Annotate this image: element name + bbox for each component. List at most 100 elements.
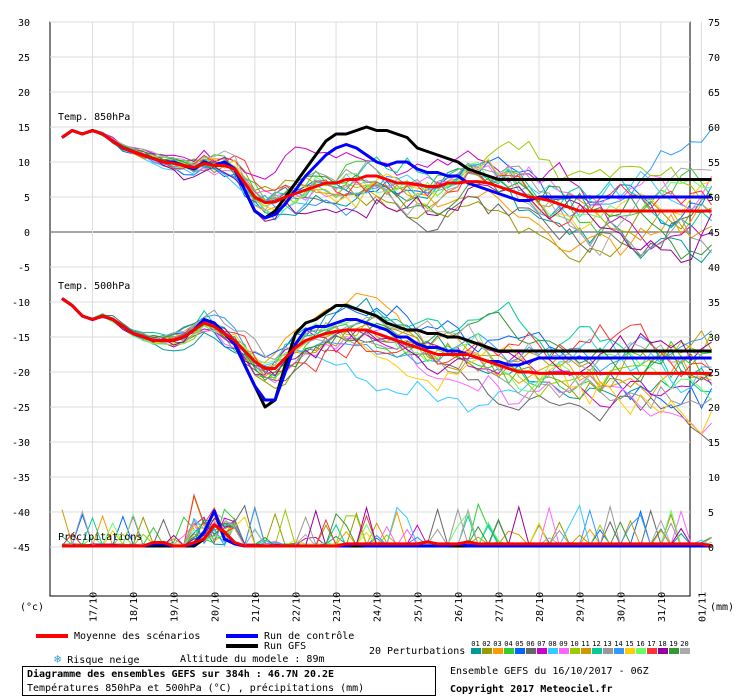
perturbation-line [61, 297, 713, 400]
perturbation-color [470, 648, 481, 654]
right-unit: (mm) [710, 602, 734, 613]
y-tick-right: 40 [708, 263, 720, 274]
perturbation-color [646, 648, 657, 654]
legend-mean-swatch [36, 634, 68, 638]
perturbation-color [492, 648, 503, 654]
y-tick-left: -20 [12, 368, 30, 379]
perturbation-number: 07 [537, 640, 546, 648]
legend-control-swatch [226, 634, 258, 638]
chart-grid [49, 21, 702, 597]
x-tick-label: 31/10 [657, 592, 668, 622]
perturbation-color [547, 648, 558, 654]
panel-label-precip: Précipitations [58, 531, 142, 543]
perturbation-swatch: 18 [657, 640, 668, 656]
legend-control: Run de contrôle [226, 631, 354, 642]
perturbation-swatch: 08 [547, 640, 558, 656]
perturbation-line [61, 129, 713, 212]
perturbation-swatch: 07 [536, 640, 547, 656]
y-tick-left: 20 [18, 88, 30, 99]
perturbation-swatch: 11 [580, 640, 591, 656]
perturbation-precip [61, 508, 712, 547]
panel-label-t850: Temp. 850hPa [58, 112, 130, 123]
info-box: Diagramme des ensembles GEFS sur 384h : … [22, 666, 436, 696]
perturbation-color [481, 648, 492, 654]
series-line-t850 [61, 129, 712, 213]
perturbation-color [613, 648, 624, 654]
perturbation-line [61, 129, 713, 264]
y-tick-left: -5 [18, 263, 30, 274]
plot-frame [49, 21, 691, 597]
perturbation-color [514, 648, 525, 654]
y-tick-right: 20 [708, 403, 720, 414]
perturbation-color [657, 648, 668, 654]
x-tick-label: 23/10 [332, 592, 343, 622]
perturbation-number: 10 [570, 640, 579, 648]
perturbation-precip [61, 509, 712, 547]
y-tick-left: 30 [18, 18, 30, 29]
perturbation-swatch: 02 [481, 640, 492, 656]
perturbation-swatches: 01 02 03 04 05 06 07 08 09 10 11 12 13 14 15 16 17 18 19 20 [470, 640, 690, 656]
perturbation-swatch: 20 [679, 640, 690, 656]
perturbation-number: 19 [669, 640, 678, 648]
perturbation-color [679, 648, 690, 654]
perturbation-number: 20 [680, 640, 689, 648]
perturbation-swatch: 10 [569, 640, 580, 656]
perturbation-number: 01 [471, 640, 480, 648]
y-tick-left: 0 [24, 228, 30, 239]
perturbation-number: 04 [504, 640, 513, 648]
perturbation-color [558, 648, 569, 654]
x-tick-label: 19/10 [170, 592, 181, 622]
perturbation-line [61, 298, 712, 409]
perturbation-swatch: 12 [591, 640, 602, 656]
perturbation-line [61, 298, 713, 435]
x-tick-label: 17/10 [88, 592, 99, 622]
x-tick-label: 26/10 [454, 592, 465, 622]
y-tick-left: 5 [24, 193, 30, 204]
main-series-lines [61, 125, 712, 548]
perturbation-precip [62, 508, 712, 547]
perturbation-swatch: 09 [558, 640, 569, 656]
perturbation-line [61, 298, 712, 378]
y-tick-right: 60 [708, 123, 720, 134]
y-tick-left: 10 [18, 158, 30, 169]
perturbation-swatch: 06 [525, 640, 536, 656]
y-tick-left: -25 [12, 403, 30, 414]
perturbation-number: 03 [493, 640, 502, 648]
y-tick-left: 25 [18, 53, 30, 64]
x-tick-label: 28/10 [535, 592, 546, 622]
perturbation-swatch: 13 [602, 640, 613, 656]
perturbation-swatch: 04 [503, 640, 514, 656]
perturbation-swatch: 03 [492, 640, 503, 656]
perturbation-swatch: 15 [624, 640, 635, 656]
x-tick-label: 21/10 [251, 592, 262, 622]
perturbation-color [569, 648, 580, 654]
series-line-t850 [61, 125, 712, 220]
perturbation-number: 14 [614, 640, 623, 648]
x-tick-label: 24/10 [373, 592, 384, 622]
perturbation-number: 16 [636, 640, 645, 648]
y-tick-left: -10 [12, 298, 30, 309]
perturbation-color [624, 648, 635, 654]
y-tick-right: 65 [708, 88, 720, 99]
axis-labels: 302520151050-5-10-15-20-25-30-35-40-4575… [12, 18, 734, 622]
y-tick-left: -40 [12, 508, 30, 519]
x-tick-label: 25/10 [413, 592, 424, 622]
perturbation-number: 13 [603, 640, 612, 648]
legend-control-label: Run de contrôle [264, 631, 355, 642]
perturbation-color [668, 648, 679, 654]
y-tick-right: 10 [708, 473, 720, 484]
x-tick-label: 22/10 [291, 592, 302, 622]
perturbation-color [591, 648, 602, 654]
y-tick-right: 25 [708, 368, 720, 379]
y-tick-right: 0 [708, 543, 714, 554]
snowflake-icon: ❄ [54, 652, 62, 666]
y-tick-right: 45 [708, 228, 720, 239]
perturbation-swatch: 17 [646, 640, 657, 656]
series-line-t500 [61, 297, 712, 375]
perturbation-number: 08 [548, 640, 557, 648]
legend-snow-label: Risque neige [67, 655, 140, 666]
y-tick-left: -45 [12, 543, 30, 554]
perturbation-swatch: 05 [514, 640, 525, 656]
y-tick-right: 30 [708, 333, 720, 344]
